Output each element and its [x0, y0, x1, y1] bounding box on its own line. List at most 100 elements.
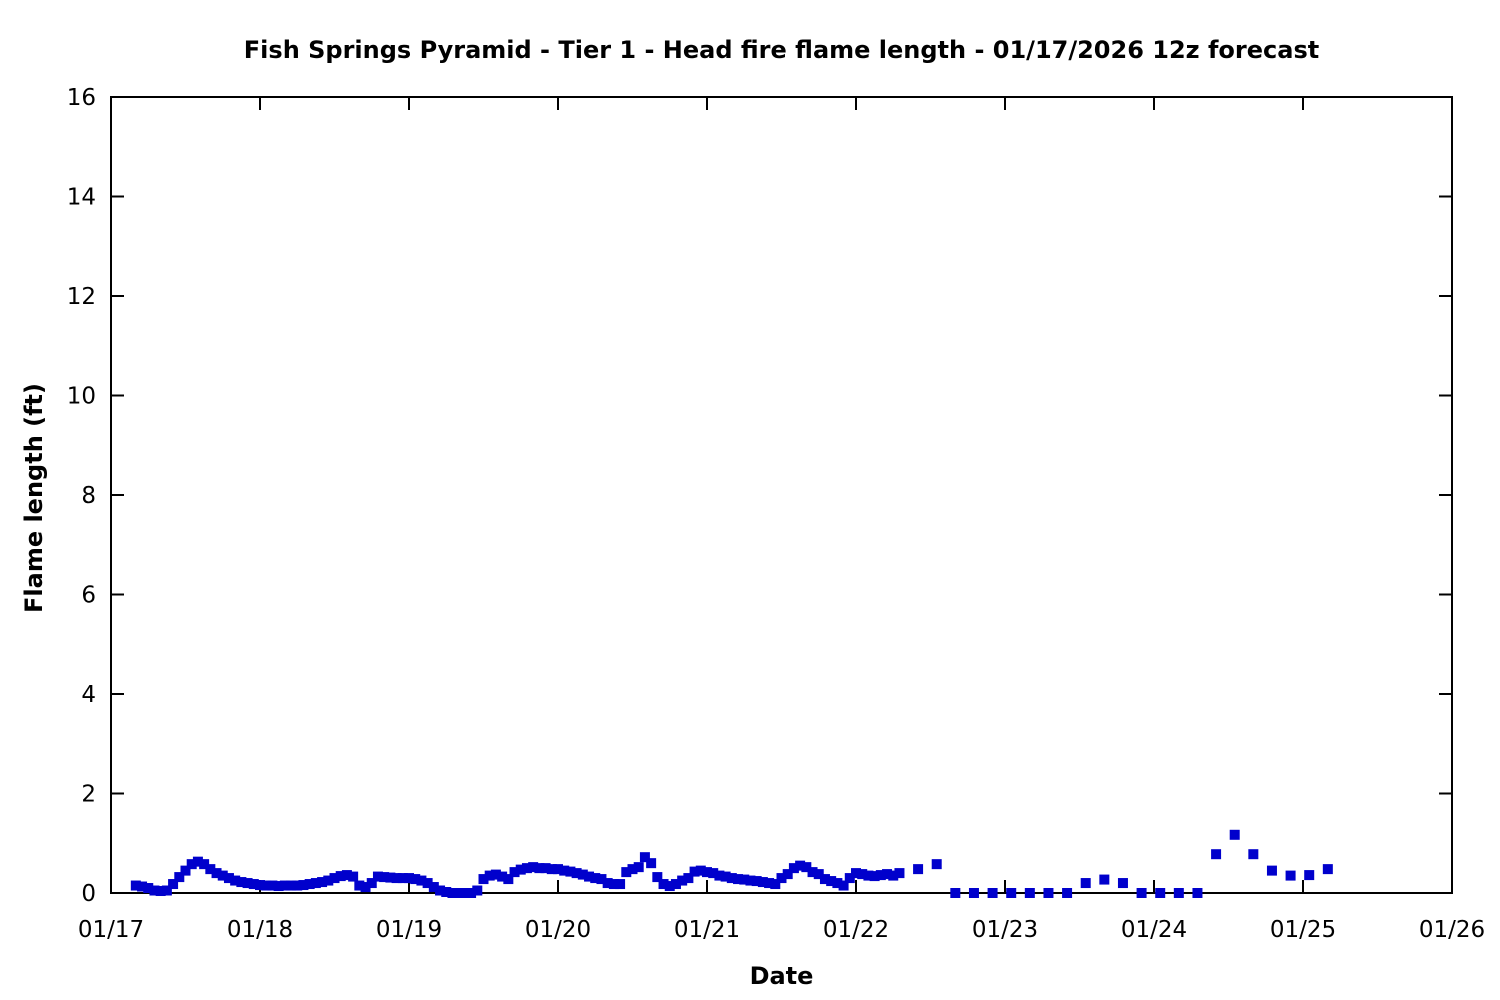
data-point	[584, 871, 595, 882]
data-point	[931, 859, 942, 870]
data-point	[658, 879, 669, 890]
data-point	[441, 887, 452, 898]
y-tick-label: 6	[81, 583, 96, 609]
data-point	[1173, 888, 1184, 898]
data-point	[534, 863, 545, 874]
y-tick-label: 12	[67, 284, 96, 310]
data-point	[137, 881, 148, 892]
data-point	[447, 888, 458, 898]
data-point	[478, 874, 489, 885]
data-point	[217, 870, 228, 881]
x-tick-label: 01/20	[525, 917, 591, 943]
x-tick-label: 01/26	[1419, 917, 1485, 943]
data-point	[857, 869, 868, 880]
data-point	[1266, 865, 1277, 876]
x-tick-label: 01/23	[972, 917, 1038, 943]
y-tick-label: 8	[81, 483, 96, 509]
data-point	[310, 878, 321, 889]
data-point	[739, 874, 750, 885]
data-point	[484, 870, 495, 881]
data-point	[652, 872, 663, 883]
data-point	[472, 885, 483, 896]
data-point	[248, 879, 259, 890]
data-point	[602, 878, 613, 889]
data-point	[435, 885, 446, 896]
data-point	[664, 881, 675, 892]
data-point	[366, 878, 377, 889]
y-tick-label: 10	[67, 384, 96, 410]
x-tick-label: 01/21	[674, 917, 740, 943]
data-point	[304, 879, 315, 890]
data-point	[348, 871, 359, 882]
data-point	[807, 867, 818, 878]
data-point	[813, 869, 824, 880]
data-point	[199, 859, 210, 870]
data-point	[1248, 849, 1259, 860]
data-point	[639, 852, 650, 863]
data-point	[714, 870, 725, 881]
data-point	[571, 868, 582, 879]
data-point	[844, 873, 855, 884]
data-point	[1285, 870, 1296, 881]
data-point	[838, 880, 849, 891]
data-point	[950, 888, 961, 898]
data-point	[708, 868, 719, 879]
data-point	[875, 870, 886, 881]
data-point	[726, 873, 737, 884]
data-point	[515, 864, 526, 875]
data-point	[1229, 829, 1240, 840]
data-point	[459, 888, 470, 898]
data-point	[720, 871, 731, 882]
data-point	[255, 880, 265, 891]
data-point	[863, 870, 874, 881]
data-point	[1043, 888, 1054, 898]
data-point	[180, 865, 191, 876]
data-point	[261, 880, 272, 891]
y-tick-label: 16	[67, 85, 96, 111]
data-point	[546, 864, 557, 875]
data-point	[422, 878, 433, 889]
x-tick-label: 01/25	[1270, 917, 1336, 943]
data-point	[379, 872, 390, 883]
data-point	[757, 877, 768, 888]
data-point	[615, 879, 626, 890]
x-tick-label: 01/19	[376, 917, 442, 943]
data-point	[192, 856, 203, 867]
data-point	[385, 872, 396, 883]
y-tick-label: 0	[81, 881, 96, 907]
data-point	[279, 880, 290, 891]
data-point	[677, 875, 688, 886]
data-point	[894, 868, 905, 879]
data-point	[186, 859, 197, 870]
data-point	[155, 886, 166, 897]
data-point	[670, 879, 681, 890]
data-point	[286, 880, 297, 891]
data-point	[360, 882, 371, 893]
x-tick-label: 01/24	[1121, 917, 1187, 943]
data-point	[490, 869, 501, 880]
data-point	[1024, 888, 1035, 898]
data-point	[298, 880, 309, 891]
data-point	[410, 874, 421, 885]
data-point	[689, 866, 700, 877]
chart-title: Fish Springs Pyramid - Tier 1 - Head fir…	[243, 36, 1320, 64]
data-point	[968, 888, 979, 898]
data-point	[621, 867, 632, 878]
data-point	[223, 873, 234, 884]
x-tick-label: 01/18	[227, 917, 293, 943]
x-tick-label: 01/17	[78, 917, 144, 943]
data-point	[323, 875, 334, 886]
data-point	[292, 880, 303, 891]
data-point	[869, 871, 880, 882]
data-point	[466, 888, 477, 898]
data-point	[1322, 864, 1333, 875]
data-point	[1099, 874, 1110, 885]
data-point	[795, 860, 806, 871]
data-point	[565, 866, 576, 877]
data-point	[354, 880, 365, 891]
y-tick-label: 2	[81, 782, 96, 808]
data-point	[782, 869, 793, 880]
data-point	[633, 862, 644, 873]
